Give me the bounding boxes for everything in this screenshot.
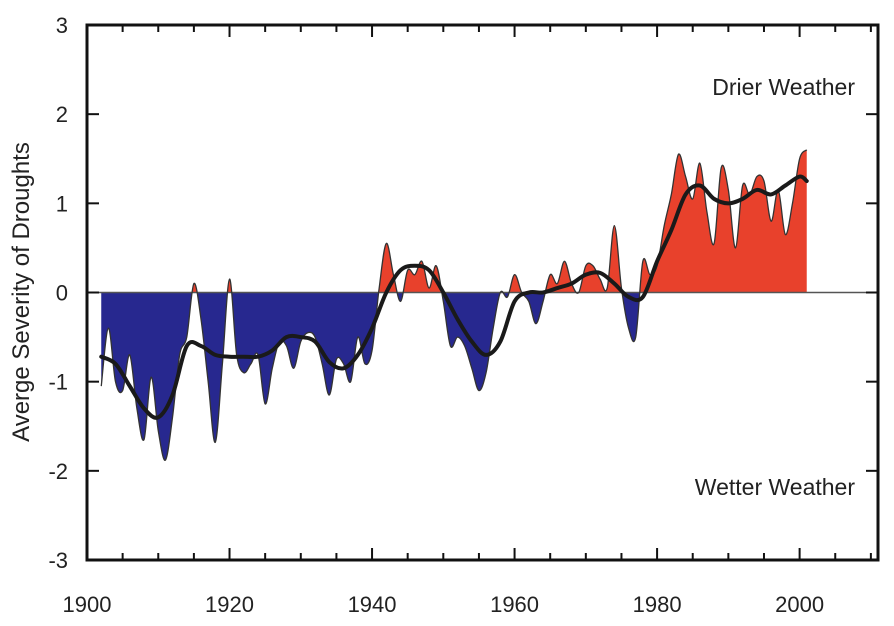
- x-tick-label: 1940: [348, 592, 397, 617]
- y-tick-label: -3: [48, 548, 68, 573]
- y-axis-title: Averge Severity of Droughts: [8, 142, 35, 442]
- axis-ticks: [86, 24, 878, 561]
- y-tick-label: -1: [48, 370, 68, 395]
- anomaly-fill: [101, 149, 807, 461]
- y-tick-label: 1: [56, 191, 68, 216]
- y-tick-label: -2: [48, 459, 68, 484]
- series-lines: [99, 149, 809, 461]
- y-tick-label: 3: [56, 13, 68, 38]
- y-tick-label: 2: [56, 102, 68, 127]
- x-tick-label: 1980: [633, 592, 682, 617]
- annotation-drier-weather: Drier Weather: [712, 74, 855, 100]
- x-tick-label: 1920: [205, 592, 254, 617]
- tick-labels: 1900 1920 1940 1960 1980 2000 -3 -2 -1 0 1 2 3: [48, 13, 824, 617]
- smoothed-trend-line: [99, 174, 809, 420]
- x-tick-label: 2000: [775, 592, 824, 617]
- annotation-wetter-weather: Wetter Weather: [695, 474, 856, 500]
- x-tick-label: 1960: [490, 592, 539, 617]
- x-tick-label: 1900: [63, 592, 112, 617]
- y-tick-label: 0: [56, 281, 68, 306]
